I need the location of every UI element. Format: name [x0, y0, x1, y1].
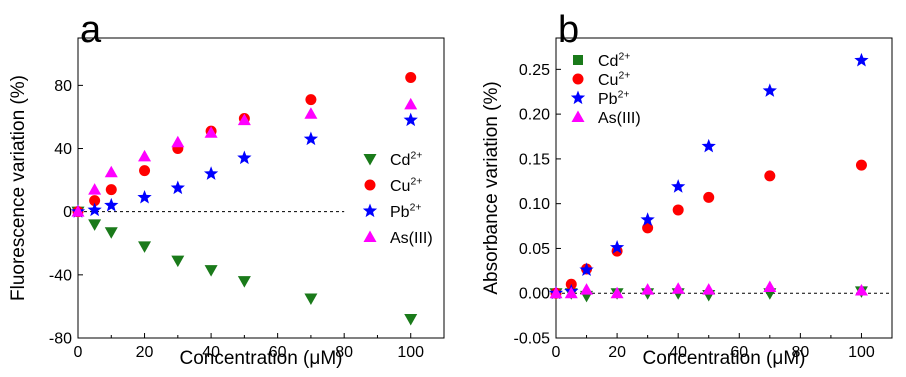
y-axis-title: Absorbance variation (%): [481, 81, 502, 294]
data-point: [204, 166, 218, 180]
y-tick-label: 0.00: [519, 286, 550, 303]
legend-marker: [571, 91, 585, 105]
data-point: [171, 256, 184, 268]
y-tick-label: -40: [49, 267, 72, 284]
data-point: [763, 280, 776, 292]
data-point: [404, 113, 418, 127]
data-point: [304, 294, 317, 306]
panel-label: b: [558, 9, 579, 51]
legend-label: Cd2+: [390, 150, 422, 169]
data-point: [106, 184, 117, 195]
y-tick-label: 0: [63, 204, 72, 221]
x-tick-label: 0: [552, 344, 561, 361]
data-point: [405, 72, 416, 83]
data-point: [104, 198, 118, 212]
legend-marker: [573, 55, 583, 65]
data-point: [138, 150, 151, 162]
legend-label: Cu2+: [598, 70, 630, 89]
y-tick-label: 0.05: [519, 241, 550, 258]
data-point: [854, 53, 868, 67]
data-point: [672, 282, 685, 294]
data-point: [137, 190, 151, 204]
y-tick-label: 80: [54, 78, 72, 95]
y-axis-title: Fluorescence variation (%): [8, 75, 29, 301]
data-point: [88, 219, 101, 231]
data-point: [238, 276, 251, 288]
x-tick-label: 20: [608, 344, 626, 361]
data-point: [304, 107, 317, 119]
data-point: [205, 265, 218, 277]
data-point: [171, 136, 184, 148]
legend-marker: [363, 204, 377, 218]
data-point: [673, 204, 684, 215]
legend-marker: [365, 180, 376, 191]
data-point: [171, 181, 185, 195]
x-tick-label: 100: [397, 344, 424, 361]
y-tick-label: -80: [49, 331, 72, 348]
y-tick-label: -0.05: [514, 331, 551, 348]
data-point: [305, 94, 316, 105]
x-tick-label: 20: [136, 344, 154, 361]
data-point: [763, 83, 777, 97]
data-point: [105, 227, 118, 239]
y-tick-label: 0.20: [519, 107, 550, 124]
legend-label: As(III): [390, 230, 433, 247]
data-point: [138, 241, 151, 253]
legend-label: Pb2+: [390, 202, 421, 221]
y-tick-label: 0.15: [519, 151, 550, 168]
data-point: [580, 283, 593, 295]
data-point: [671, 179, 685, 193]
data-point: [105, 166, 118, 178]
x-axis-title: Concentration (μM): [179, 348, 342, 369]
legend-label: Cu2+: [390, 176, 422, 195]
legend-label: Cd2+: [598, 51, 630, 70]
x-tick-label: 0: [74, 344, 83, 361]
y-tick-label: 40: [54, 141, 72, 158]
y-tick-label: 0.25: [519, 62, 550, 79]
legend-marker: [572, 111, 585, 123]
data-point: [404, 98, 417, 110]
legend-marker: [364, 231, 377, 243]
data-point: [856, 160, 867, 171]
x-axis-title: Concentration (μM): [642, 348, 805, 369]
data-point: [237, 151, 251, 165]
legend-label: As(III): [598, 110, 641, 127]
data-point: [702, 283, 715, 295]
data-point: [764, 170, 775, 181]
data-point: [703, 192, 714, 203]
data-point: [88, 203, 102, 217]
data-point: [139, 165, 150, 176]
x-tick-label: 100: [848, 344, 875, 361]
data-point: [702, 139, 716, 153]
data-point: [404, 314, 417, 326]
data-point: [88, 183, 101, 195]
legend-marker: [364, 154, 377, 166]
legend-label: Pb2+: [598, 89, 629, 108]
data-point: [304, 132, 318, 146]
legend-marker: [573, 74, 584, 85]
panel-label: a: [80, 9, 102, 51]
y-tick-label: 0.10: [519, 196, 550, 213]
